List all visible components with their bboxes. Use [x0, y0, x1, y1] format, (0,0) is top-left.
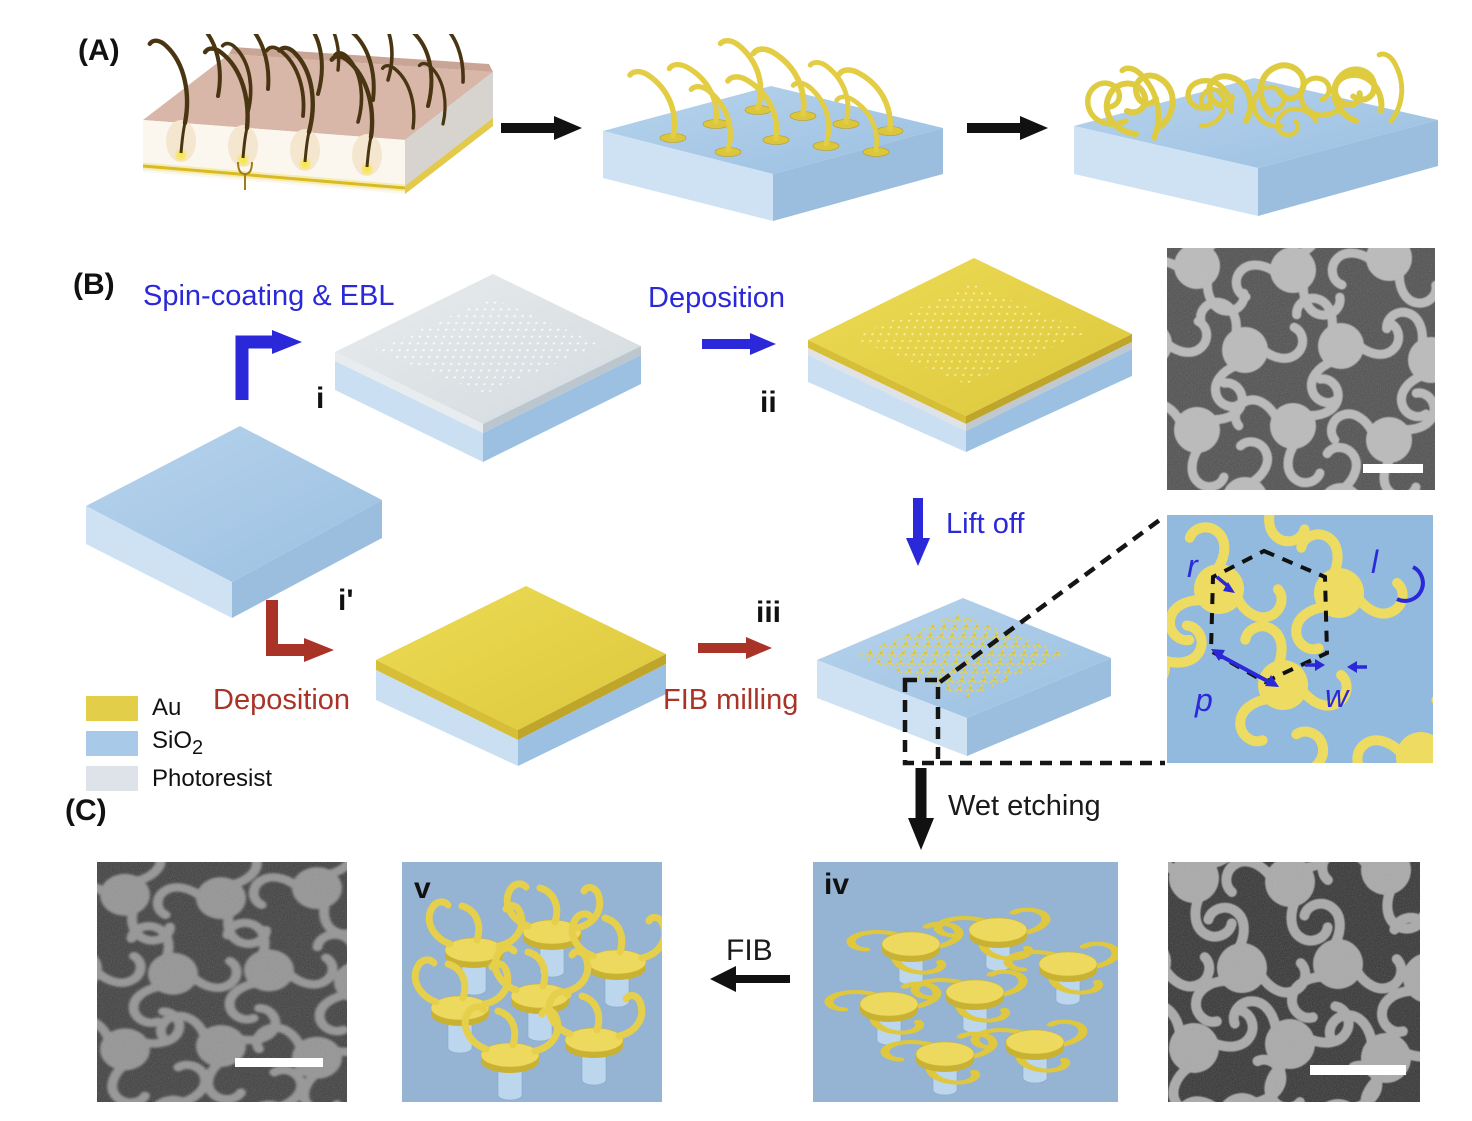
block-gold-film	[376, 586, 666, 766]
legend-swatch-photoresist	[86, 766, 138, 792]
block-bare-substrate	[86, 426, 382, 618]
param-l-label: l	[1371, 544, 1379, 580]
legend-label-sio2: SiO2	[152, 727, 204, 759]
deposition-fib-label: Deposition	[213, 684, 351, 716]
block-patterned-gold	[817, 598, 1111, 756]
arrow-fib-left	[710, 966, 790, 992]
arrow-deposition-ebl	[702, 333, 776, 355]
legend-row-au: Au	[86, 694, 272, 722]
skin-hair-illustration	[142, 34, 493, 194]
arrow-right-a1	[501, 116, 582, 140]
sem-image-top-view	[1167, 248, 1435, 490]
legend-label-au: Au	[152, 694, 182, 721]
step-marker-iii: iii	[756, 596, 782, 629]
elbow-arrow-spin-coating	[235, 330, 302, 400]
legend-row-sio2: SiO2	[86, 727, 272, 760]
unit-cell-schematic: r l p w	[1167, 515, 1433, 763]
block-gold-on-photoresist	[808, 258, 1132, 452]
block-photoresist-ebl	[335, 274, 641, 462]
arrow-fib-milling	[698, 637, 772, 659]
step-marker-i-prime: i'	[338, 584, 354, 617]
render-released-structures-v	[402, 862, 662, 1102]
fib-label: FIB	[726, 934, 773, 967]
arrow-right-a2	[967, 116, 1048, 140]
legend: Au SiO2 Photoresist	[86, 694, 272, 798]
lift-off-label: Lift off	[946, 508, 1025, 540]
param-p-label: p	[1194, 682, 1213, 718]
step-marker-i: i	[316, 382, 325, 415]
sparse-nanohairs-illustration	[603, 36, 943, 221]
legend-swatch-au	[86, 695, 138, 721]
dashed-zoom-callout	[902, 514, 1167, 766]
panel-b-label: (B)	[73, 268, 115, 301]
panel-c-label: (C)	[65, 794, 107, 827]
panel-a-label: (A)	[78, 34, 120, 67]
scale-bar	[1363, 464, 1423, 473]
param-w-label: w	[1325, 678, 1350, 714]
step-marker-iv: iv	[824, 868, 850, 901]
wet-etching-label: Wet etching	[948, 790, 1101, 822]
sem-image-after-fib	[1168, 862, 1420, 1102]
legend-row-photoresist: Photoresist	[86, 765, 272, 793]
deposition-ebl-label: Deposition	[648, 282, 786, 314]
sem-image-tilted-view	[97, 862, 347, 1102]
curled-nanohairs-illustration	[1074, 26, 1438, 216]
spin-coating-ebl-label: Spin-coating & EBL	[143, 280, 395, 312]
render-undercut-structures-iv	[813, 862, 1118, 1102]
step-marker-ii: ii	[760, 386, 777, 419]
scale-bar	[235, 1058, 323, 1067]
arrow-wet-etching	[908, 768, 934, 850]
arrow-lift-off	[906, 498, 930, 566]
step-marker-v: v	[414, 872, 431, 905]
elbow-arrow-deposition-fib	[266, 600, 334, 662]
legend-label-photoresist: Photoresist	[152, 764, 273, 792]
scale-bar	[1310, 1065, 1406, 1075]
param-r-label: r	[1187, 548, 1199, 584]
fib-milling-label: FIB milling	[663, 684, 799, 716]
legend-swatch-sio2	[86, 730, 138, 756]
